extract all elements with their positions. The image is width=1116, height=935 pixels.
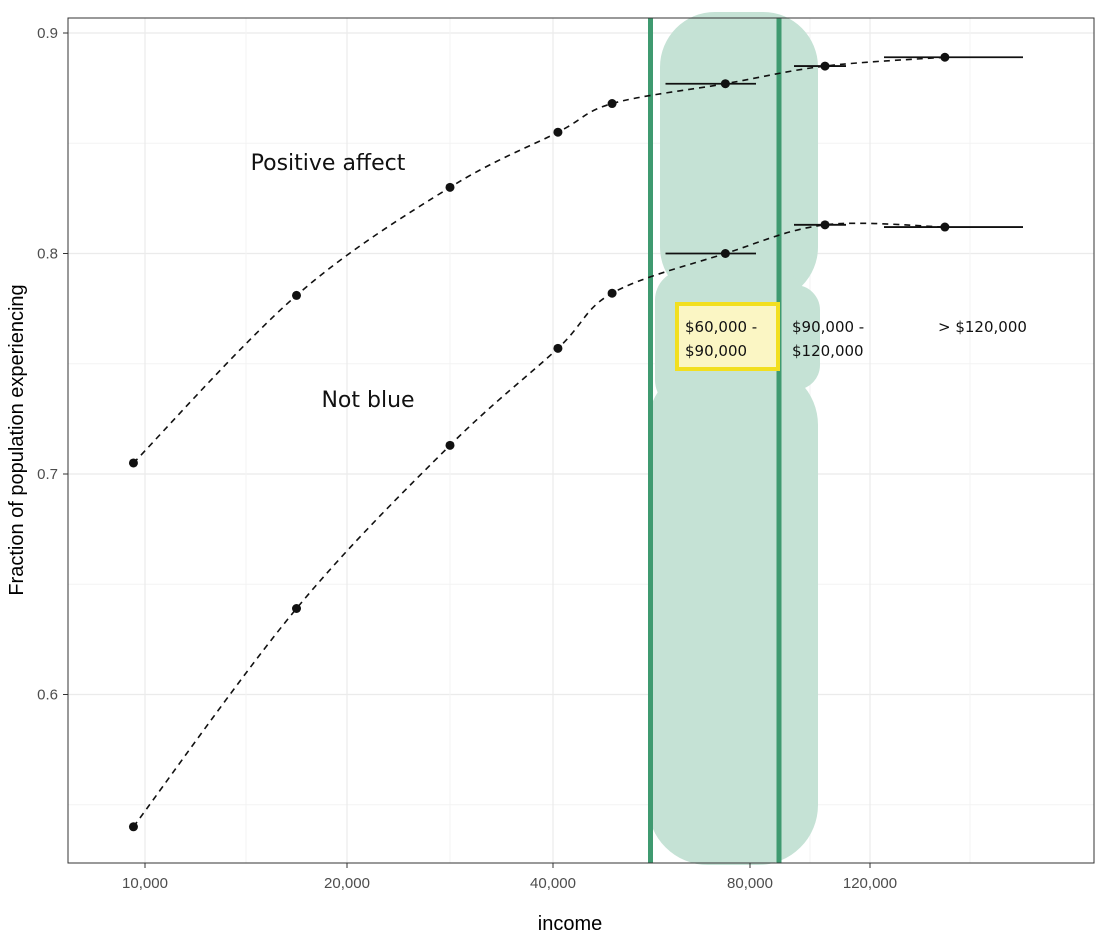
data-point (553, 127, 563, 137)
y-tick-label: 0.9 (37, 25, 58, 42)
bin-label-line2: $90,000 (685, 342, 747, 360)
data-point (128, 458, 138, 468)
y-tick-label: 0.6 (37, 687, 58, 704)
data-point (940, 52, 950, 62)
data-point (607, 99, 617, 109)
data-point (820, 220, 830, 230)
series-positive-affect (128, 52, 1023, 468)
x-tick-label: 80,000 (727, 875, 773, 892)
y-tick-label: 0.7 (37, 466, 58, 483)
series-layer (128, 52, 1023, 832)
data-point (128, 822, 138, 832)
x-tick-label: 40,000 (530, 875, 576, 892)
data-point (720, 79, 730, 89)
data-point (445, 182, 455, 192)
x-tick-label: 20,000 (324, 875, 370, 892)
y-axis-title: Fraction of population experiencing (6, 284, 28, 595)
annotations: Positive affect Not blue $60,000 - $90,000 $… (251, 151, 1027, 413)
bin-label-line2: $120,000 (792, 342, 864, 360)
highlight-box (675, 302, 780, 371)
highlight-band (648, 12, 820, 865)
series-label: Not blue (321, 388, 414, 413)
x-axis-title: income (538, 913, 602, 935)
data-point (445, 440, 455, 450)
plot-panel-border (67, 17, 1095, 864)
highlight-band-shape (648, 12, 820, 865)
y-tick-label: 0.8 (37, 246, 58, 263)
data-point (940, 222, 950, 232)
grid (68, 18, 1094, 863)
axes: 0.6 0.7 0.8 0.9 10,000 20,000 40,000 80,000 120,… (37, 25, 897, 892)
bin-label-line1: $60,000 - (685, 318, 757, 336)
data-point (820, 61, 830, 71)
data-point (607, 288, 617, 298)
x-tick-label: 120,000 (843, 875, 897, 892)
plot-panel (68, 18, 1094, 863)
vertical-markers (648, 18, 782, 863)
series-label: Positive affect (251, 151, 406, 176)
data-point (292, 604, 301, 614)
data-point (292, 290, 301, 300)
data-point (720, 249, 730, 258)
data-point (553, 343, 563, 353)
bin-label-line1: $90,000 - (792, 318, 864, 336)
x-tick-label: 10,000 (122, 875, 168, 892)
series-not-blue (128, 220, 1023, 832)
bin-label-line1: > $120,000 (938, 318, 1027, 336)
